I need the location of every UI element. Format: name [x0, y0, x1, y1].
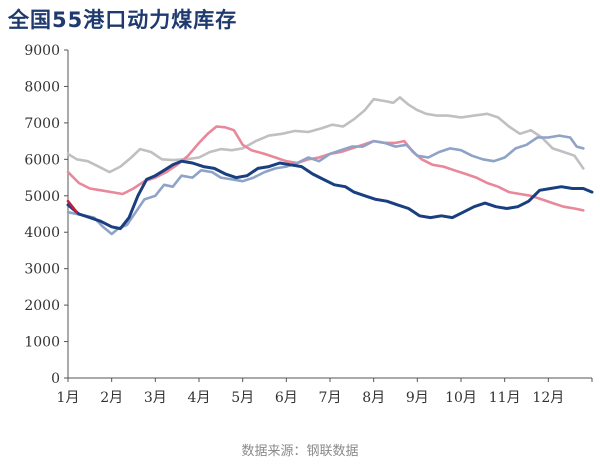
y-tick-label: 7000 [24, 116, 60, 132]
y-tick-label: 3000 [24, 262, 60, 278]
y-tick-label: 0 [51, 371, 60, 387]
data-source-note: 数据来源：钢联数据 [241, 444, 359, 459]
series-line-1 [66, 96, 585, 174]
x-tick-label: 5月 [231, 390, 254, 406]
x-tick-label: 2月 [100, 390, 123, 406]
y-tick-label: 9000 [24, 43, 60, 59]
x-tick-label: 1月 [57, 390, 80, 406]
series-line-2 [66, 125, 585, 212]
y-axis-ticks: 0 1000 2000 3000 4000 5000 6000 7000 8000 9000 [24, 43, 68, 387]
series-line-4 [66, 159, 594, 231]
x-tick-label: 12月 [532, 390, 564, 406]
y-tick-label: 5000 [24, 189, 60, 205]
y-tick-label: 6000 [24, 152, 60, 168]
series-line-3 [66, 134, 585, 236]
x-tick-label: 10月 [445, 390, 477, 406]
series-line-5 [66, 199, 78, 214]
x-tick-label: 3月 [144, 390, 167, 406]
series-lines [66, 96, 594, 236]
x-axis-ticks: 1月 2月 3月 4月 5月 6月 7月 8月 9月 10月 11月 12月 [57, 378, 593, 406]
x-tick-label: 11月 [489, 390, 521, 406]
x-tick-label: 7月 [319, 390, 342, 406]
axes [67, 50, 592, 379]
x-tick-label: 6月 [275, 390, 298, 406]
y-tick-label: 2000 [24, 298, 60, 314]
y-tick-label: 4000 [24, 225, 60, 241]
y-tick-label: 1000 [24, 335, 60, 351]
x-tick-label: 8月 [362, 390, 385, 406]
x-tick-label: 9月 [406, 390, 429, 406]
x-tick-label: 4月 [188, 390, 211, 406]
chart-title: 全国55港口动力煤库存 [8, 8, 238, 32]
y-tick-label: 8000 [24, 79, 60, 95]
